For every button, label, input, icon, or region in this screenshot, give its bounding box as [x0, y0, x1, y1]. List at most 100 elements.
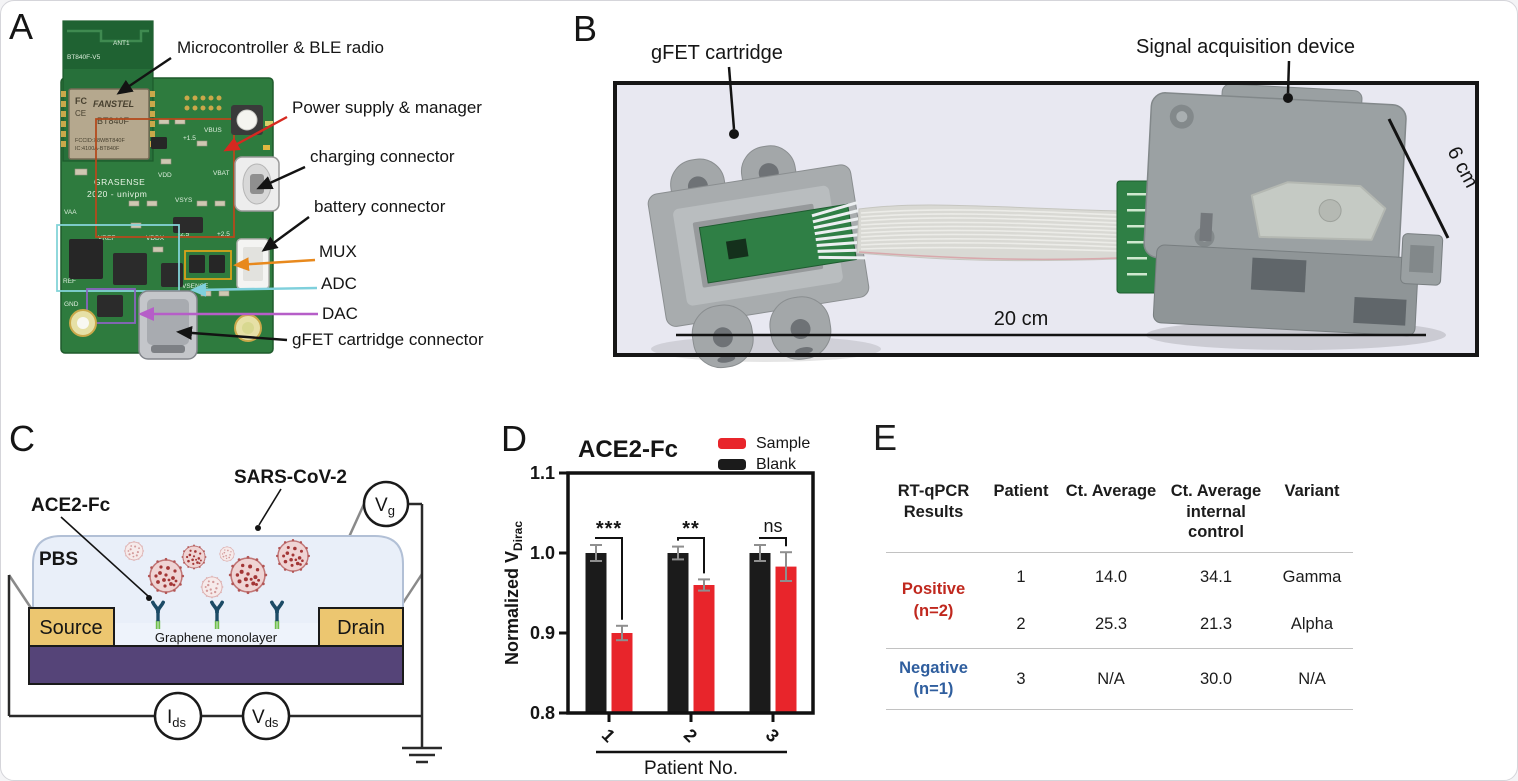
label-battery: battery connector — [314, 197, 446, 216]
leader-dot-virus — [255, 525, 261, 531]
bar-blank-1 — [585, 553, 607, 713]
panel-d-chart: D ACE2-Fc Sample Blank *** 1 ** 2 ns 3 0.8 0.9 1… — [501, 418, 815, 779]
panel-a-letter: A — [9, 6, 33, 47]
chart-legend: Sample Blank — [718, 435, 810, 473]
silk-ref: REF — [63, 278, 76, 285]
leader-ace2 — [60, 516, 149, 597]
leader-cartridge — [727, 66, 736, 130]
axis-box — [566, 471, 815, 715]
test-pads — [184, 95, 222, 111]
vds-label: Vds — [252, 707, 279, 730]
cell-ct-average: 25.3 — [1094, 614, 1128, 633]
group-label-positive: Positive (n=2) — [901, 580, 966, 620]
gfet-cartridge — [647, 145, 870, 369]
label-pbs: PBS — [39, 549, 78, 570]
col-header-ct-internal: Ct. Average internal control — [1170, 482, 1262, 542]
cell-patient: 3 — [1016, 669, 1026, 688]
col-header-variant: Variant — [1284, 482, 1340, 500]
graphene-channel — [114, 623, 319, 646]
cell-variant: N/A — [1298, 669, 1326, 688]
ground-symbol — [402, 746, 442, 764]
photo-frame — [613, 81, 1479, 357]
substrate — [28, 645, 404, 685]
panel-e-table: E RT-qPCR Results Patient Ct. Average Ct… — [861, 401, 1517, 780]
leader-device — [1286, 60, 1291, 94]
cell-ct-internal: 34.1 — [1199, 567, 1233, 586]
silk-vref: VREF — [98, 235, 115, 242]
mux-region-outline — [184, 250, 232, 280]
dim-line-6cm — [1387, 118, 1450, 239]
board-name: GRASENSE — [94, 177, 145, 187]
arrow-charging — [256, 165, 306, 190]
bar-sample-3 — [775, 566, 797, 713]
cell-variant: Alpha — [1290, 614, 1334, 633]
silk-m25: -2.5 — [178, 231, 190, 238]
ribbon-cable — [856, 204, 1122, 262]
legend-label-blank: Blank — [756, 456, 797, 473]
cell-ct-internal: 21.3 — [1199, 614, 1233, 633]
chart-plot-layer: *** 1 ** 2 ns 3 0.8 0.9 1.0 1.1 — [530, 463, 797, 746]
x-tick-label: 3 — [762, 725, 783, 746]
group-label-negative: Negative (n=1) — [899, 658, 968, 698]
silk-vbat: VBAT — [213, 170, 230, 177]
source-electrode — [28, 607, 115, 647]
module-fccid: FCCID:X8WBT840F — [75, 138, 125, 144]
label-ace2: ACE2-Fc — [31, 495, 111, 516]
table-group-positive: Positive (n=2) 1 14.0 34.1 Gamma 2 25.3 … — [886, 553, 1353, 649]
silk-vddx: VDDX — [146, 235, 165, 242]
gfet-cartridge-connector-usbc — [138, 290, 198, 360]
cell-variant: Gamma — [1282, 567, 1342, 586]
bar-blank-3 — [749, 553, 771, 713]
label-adc: ADC — [321, 274, 357, 293]
arrow-battery — [261, 216, 310, 252]
arrow-microcontroller — [116, 57, 172, 95]
label-device: Signal acquisition device — [1136, 36, 1355, 58]
legend-swatch-sample — [718, 438, 746, 449]
drain-electrode — [318, 607, 404, 647]
chart-title: ACE2-Fc — [578, 436, 678, 463]
sig-label: ** — [682, 518, 700, 540]
label-mux: MUX — [319, 242, 357, 261]
label-charging: charging connector — [310, 147, 455, 166]
table-row: 1 14.0 34.1 Gamma — [981, 554, 1353, 601]
ids-label: Ids — [167, 707, 187, 730]
board-rev: 2020 - univpm — [87, 189, 147, 199]
leader-dot-ace2 — [146, 595, 152, 601]
vg-label: Vg — [375, 495, 395, 518]
panel-b-callouts: gFET cartridge Signal acquisition device… — [651, 36, 1482, 337]
charging-connector-microusb — [234, 156, 280, 212]
arrow-mux — [233, 257, 316, 272]
y-tick-label: 0.9 — [530, 623, 555, 643]
adc-region-outline — [56, 224, 180, 292]
ic-chips — [69, 137, 225, 317]
panel-b-letter: B — [573, 8, 597, 49]
pcb-board: ANT1 BT840F-V5 FC CE FANSTEL BT840F FCCI… — [56, 20, 280, 360]
label-source: Source — [39, 617, 102, 639]
module-name: BT840F — [97, 116, 130, 126]
panel-c-letter: C — [9, 418, 35, 459]
label-drain: Drain — [337, 617, 385, 639]
legend-label-sample: Sample — [756, 435, 810, 452]
module-brand: FANSTEL — [93, 99, 134, 109]
table-row: 2 25.3 21.3 Alpha — [981, 601, 1353, 648]
y-axis-title: Normalized VDirac — [502, 521, 525, 665]
arrow-power — [223, 115, 288, 152]
table-row: 3 N/A 30.0 N/A — [981, 650, 1353, 708]
label-20cm: 20 cm — [994, 308, 1048, 330]
sig-label: *** — [596, 518, 622, 540]
bar-blank-2 — [667, 553, 689, 713]
ids-meter — [153, 691, 203, 741]
label-cartridge: gFET cartridge — [651, 42, 783, 64]
cell-ct-average: N/A — [1097, 669, 1125, 688]
panel-e-letter: E — [873, 417, 898, 458]
fcc-logo: FC — [75, 96, 87, 106]
vds-meter — [241, 691, 291, 741]
silk-p25: +2.5 — [217, 231, 230, 238]
y-tick-label: 0.8 — [530, 703, 555, 723]
cell-patient: 1 — [1016, 567, 1026, 586]
module-icid: IC:4100A-BT840F — [75, 146, 120, 152]
bar-sample-2 — [693, 585, 715, 713]
x-tick-label: 2 — [680, 725, 701, 746]
silk-vbus: VBUS — [204, 127, 222, 134]
cell-patient: 2 — [1016, 614, 1026, 633]
